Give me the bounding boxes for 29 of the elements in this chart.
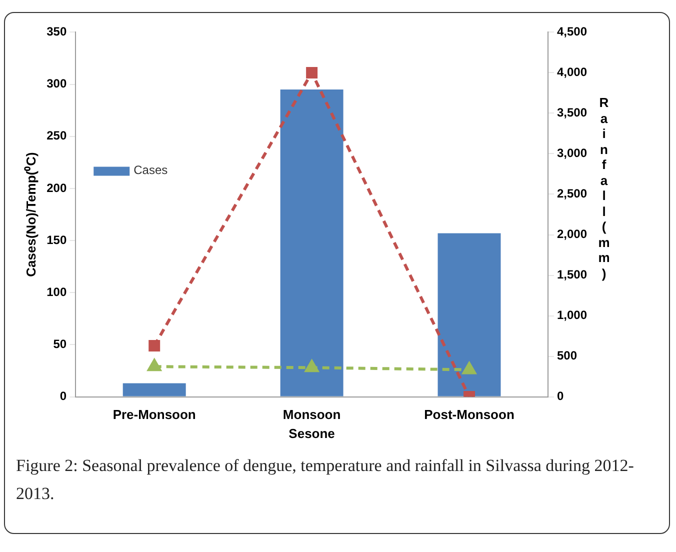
y2-tick-label: 1,500 xyxy=(556,268,588,282)
y-tick-label: 100 xyxy=(46,284,67,299)
y2-tick-label: 4,000 xyxy=(556,65,588,80)
legend-label: Cases xyxy=(134,163,168,178)
x-tick-label: Post-Monsoon xyxy=(424,407,514,422)
x-tick-label: Monsoon xyxy=(282,407,341,422)
y2-tick-label: 3,500 xyxy=(556,106,588,120)
x-tick-label: Pre-Monsoon xyxy=(112,407,196,422)
y-tick-label: 250 xyxy=(46,128,67,143)
bar xyxy=(438,233,501,396)
y2-tick-label: 2,500 xyxy=(556,186,588,201)
y-tick-label: 50 xyxy=(53,337,67,352)
y-tick-label: 0 xyxy=(60,389,67,404)
y2-tick-label: 2,000 xyxy=(556,227,588,242)
y2-tick-label: 0 xyxy=(556,389,564,404)
y-tick-label: 150 xyxy=(46,232,67,247)
bar xyxy=(280,89,344,396)
y-axis-title: Cases(No)/Temp(⁰C) xyxy=(23,152,38,277)
y2-tick-label: 500 xyxy=(556,348,578,363)
y-tick-label: 200 xyxy=(46,180,67,195)
y2-tick-label: 4,500 xyxy=(556,24,588,39)
text: Rainfall(mm) xyxy=(598,95,610,280)
y2-tick-label: 1,000 xyxy=(556,308,588,322)
y-tick-label: 350 xyxy=(46,24,67,39)
y2-tick-label: 3,000 xyxy=(556,146,588,160)
bar xyxy=(122,383,186,396)
x-axis-title: Sesone xyxy=(288,426,335,441)
caption: Figure 2: Seasonal prevalence of dengue, temperature and rainfall in Silvassa during 2012-2013. xyxy=(16,455,635,505)
y-tick-label: 300 xyxy=(46,76,67,91)
